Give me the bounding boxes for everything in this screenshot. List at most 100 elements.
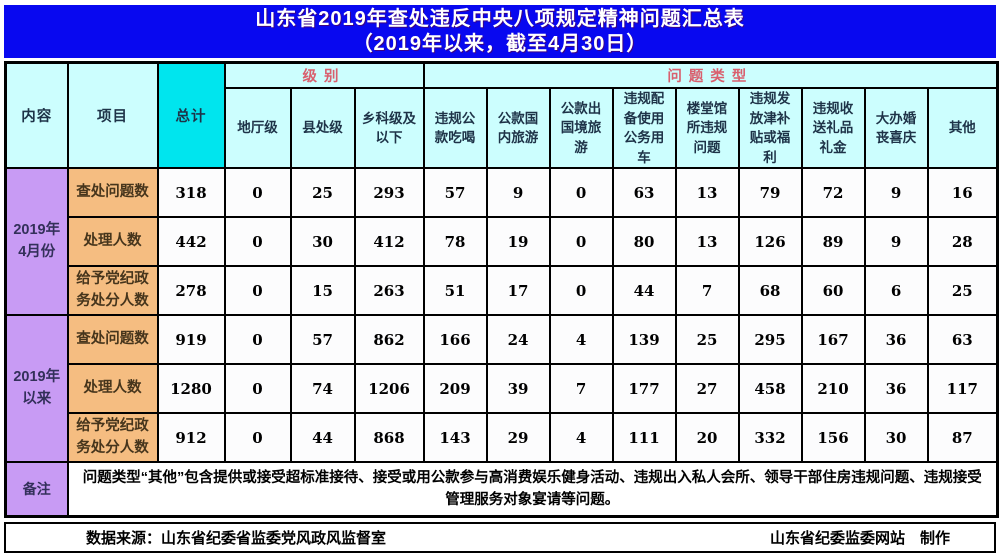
value-cell: 9 [863, 167, 929, 219]
value-cell: 30 [863, 412, 929, 464]
value-cell: 0 [223, 314, 292, 366]
value-cell: 0 [223, 363, 292, 415]
value-cell: 210 [800, 363, 866, 415]
row-label: 查处问题数 [66, 314, 159, 366]
value-cell: 868 [353, 412, 425, 464]
summary-table: 内容 项目 总计 级别 问题类型 地厅级 县处级 乡科级及以下 违规公款吃喝 公… [4, 61, 1000, 519]
value-cell: 167 [800, 314, 866, 366]
value-cell: 80 [611, 216, 677, 268]
value-cell: 16 [926, 167, 999, 219]
value-cell: 7 [674, 265, 740, 317]
value-cell: 412 [353, 216, 425, 268]
row-label: 处理人数 [66, 216, 159, 268]
value-cell: 209 [422, 363, 488, 415]
value-cell: 9 [485, 167, 551, 219]
remark-row: 备注 问题类型“其他”包含提供或接受超标准接待、接受或用公款参与高消费娱乐健身活动… [4, 461, 999, 518]
value-cell: 1280 [156, 363, 226, 415]
row-label: 给予党纪政务处分人数 [66, 412, 159, 464]
table-row: 2019年以来 查处问题数 919 0 57 862 166 24 4 139 25 295 167 36… [4, 314, 999, 464]
value-cell: 57 [422, 167, 488, 219]
value-cell: 1206 [353, 363, 425, 415]
credit-text: 山东省纪委监委网站 制作 [769, 530, 950, 548]
value-cell: 4 [548, 314, 614, 366]
value-cell: 13 [674, 167, 740, 219]
value-cell: 111 [611, 412, 677, 464]
value-cell: 44 [611, 265, 677, 317]
value-cell: 87 [926, 412, 999, 464]
value-cell: 919 [156, 314, 226, 366]
col-header-total: 总计 [156, 61, 226, 170]
value-cell: 25 [926, 265, 999, 317]
col-header-level-township: 乡科级及以下 [353, 86, 425, 170]
table-row: 给予党纪政务处分人数 278 0 15 263 51 17 0 44 7 68 60 6 25 [6, 265, 999, 317]
value-cell: 15 [289, 265, 356, 317]
value-cell: 295 [737, 314, 803, 366]
value-cell: 17 [485, 265, 551, 317]
value-cell: 60 [800, 265, 866, 317]
value-cell: 332 [737, 412, 803, 464]
value-cell: 79 [737, 167, 803, 219]
col-header-type-buildings: 楼堂馆所违规问题 [674, 86, 740, 170]
value-cell: 25 [674, 314, 740, 366]
value-cell: 30 [289, 216, 356, 268]
value-cell: 63 [926, 314, 999, 366]
value-cell: 0 [223, 265, 292, 317]
value-cell: 72 [800, 167, 866, 219]
footer-bar: 数据来源：山东省纪委省监委党风政风监督室 山东省纪委监委网站 制作 [4, 522, 996, 553]
value-cell: 0 [548, 265, 614, 317]
col-header-type-allowances: 违规发放津补贴或福利 [737, 86, 803, 170]
value-cell: 29 [485, 412, 551, 464]
table-row: 处理人数 1280 0 74 1206 209 39 7 177 27 458 210 36 117 [6, 363, 999, 415]
value-cell: 139 [611, 314, 677, 366]
value-cell: 20 [674, 412, 740, 464]
data-source-text: 数据来源：山东省纪委省监委党风政风监督室 [86, 530, 387, 548]
value-cell: 36 [863, 314, 929, 366]
value-cell: 126 [737, 216, 803, 268]
value-cell: 912 [156, 412, 226, 464]
value-cell: 36 [863, 363, 929, 415]
value-cell: 0 [548, 216, 614, 268]
title-line-1: 山东省2019年查处违反中央八项规定精神问题汇总表 [255, 7, 745, 30]
col-header-type-dining: 违规公款吃喝 [422, 86, 488, 170]
remark-label: 备注 [4, 461, 69, 518]
value-cell: 6 [863, 265, 929, 317]
value-cell: 25 [289, 167, 356, 219]
value-cell: 117 [926, 363, 999, 415]
value-cell: 19 [485, 216, 551, 268]
value-cell: 28 [926, 216, 999, 268]
row-label: 处理人数 [66, 363, 159, 415]
period-label: 2019年以来 [4, 314, 69, 464]
value-cell: 263 [353, 265, 425, 317]
value-cell: 166 [422, 314, 488, 366]
value-cell: 78 [422, 216, 488, 268]
col-header-content: 内容 [4, 61, 69, 170]
col-header-type-other: 其他 [926, 86, 999, 170]
value-cell: 63 [611, 167, 677, 219]
table-row: 给予党纪政务处分人数 912 0 44 868 143 29 4 111 20 332 156 30 87 [6, 412, 999, 464]
period-label: 2019年4月份 [4, 167, 69, 317]
value-cell: 0 [223, 167, 292, 219]
row-label: 给予党纪政务处分人数 [66, 265, 159, 317]
value-cell: 39 [485, 363, 551, 415]
value-cell: 9 [863, 216, 929, 268]
value-cell: 278 [156, 265, 226, 317]
col-header-level-prefecture: 地厅级 [223, 86, 292, 170]
value-cell: 27 [674, 363, 740, 415]
value-cell: 44 [289, 412, 356, 464]
value-cell: 7 [548, 363, 614, 415]
value-cell: 0 [223, 412, 292, 464]
value-cell: 0 [223, 216, 292, 268]
value-cell: 318 [156, 167, 226, 219]
value-cell: 177 [611, 363, 677, 415]
col-header-level-county: 县处级 [289, 86, 356, 170]
table-row: 处理人数 442 0 30 412 78 19 0 80 13 126 89 9 28 [6, 216, 999, 268]
table-row: 2019年4月份 查处问题数 318 0 25 293 57 9 0 63 13 79 72 9 16 [4, 167, 999, 317]
title-line-2: （2019年以来，截至4月30日） [352, 32, 648, 55]
value-cell: 293 [353, 167, 425, 219]
value-cell: 74 [289, 363, 356, 415]
value-cell: 89 [800, 216, 866, 268]
value-cell: 862 [353, 314, 425, 366]
value-cell: 51 [422, 265, 488, 317]
value-cell: 57 [289, 314, 356, 366]
value-cell: 0 [548, 167, 614, 219]
